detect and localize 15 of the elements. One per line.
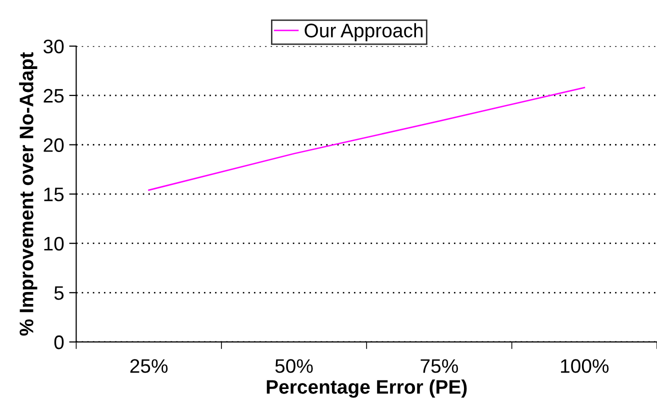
y-tick-label: 0 [54,335,64,350]
y-tick-label: 20 [44,138,64,152]
x-tick-label: 25% [130,359,168,373]
y-tick-label: 25 [44,88,64,103]
legend-label: Our Approach [304,23,422,42]
line-series [148,86,586,191]
y-tick-label: 30 [44,40,64,54]
x-axis-title: Percentage Error (PE) [266,380,467,398]
y-axis-title: % Improvement over No-Adapt [19,52,38,336]
x-tick-label: 50% [275,359,313,373]
y-tick-label: 10 [44,236,64,251]
x-tick-label: 100% [561,359,609,373]
y-tick-label: 5 [54,286,64,300]
y-tick-label: 15 [44,188,64,202]
x-tick-label: 75% [420,359,458,373]
